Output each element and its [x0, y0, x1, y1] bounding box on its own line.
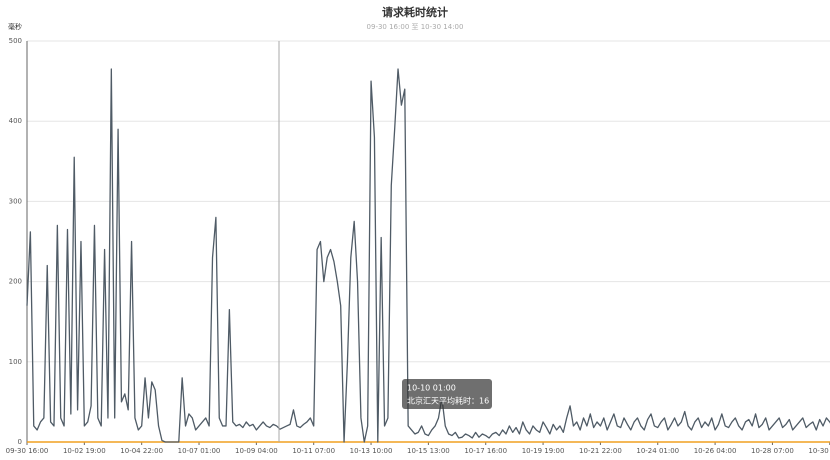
x-tick-label: 10-21 22:00: [579, 447, 622, 455]
x-tick-label: 10-11 07:00: [292, 447, 335, 455]
y-axis-label: 毫秒: [8, 22, 22, 31]
y-tick-label: 500: [9, 37, 22, 45]
tooltip-title: 10-10 01:00: [407, 384, 456, 393]
x-tick-label: 09-30 16:00: [6, 447, 49, 455]
x-tick-label: 10-30 10:00: [808, 447, 830, 455]
tooltip: 10-10 01:00 北京汇天平均耗时：16: [402, 379, 492, 409]
y-tick-label: 400: [9, 117, 22, 125]
x-tick-label: 10-07 01:00: [178, 447, 221, 455]
x-tick-label: 10-24 01:00: [636, 447, 679, 455]
plot: 0 100 200 300 400 500 09-30 16:00 10-02 19:00 10…: [6, 37, 830, 455]
x-tick-label: 10-04 22:00: [120, 447, 163, 455]
x-tick-label: 10-17 16:00: [464, 447, 507, 455]
x-tick-label: 10-09 04:00: [235, 447, 278, 455]
x-tick-label: 10-28 07:00: [751, 447, 794, 455]
x-tick-label: 10-02 19:00: [63, 447, 106, 455]
tooltip-text: 北京汇天平均耗时：16: [407, 396, 489, 406]
x-tick-label: 10-13 10:00: [350, 447, 393, 455]
y-tick-label: 200: [9, 278, 22, 286]
x-tick-label: 10-26 04:00: [694, 447, 737, 455]
chart-title: 请求耗时统计: [382, 5, 448, 19]
y-tick-label: 0: [18, 438, 22, 446]
x-tick-label: 10-19 19:00: [522, 447, 565, 455]
y-tick-label: 100: [9, 358, 22, 366]
series-line: [26, 68, 830, 443]
y-tick-label: 300: [9, 197, 22, 205]
chart-subtitle: 09-30 16:00 至 10-30 14:00: [367, 23, 464, 31]
tooltip-box: [402, 379, 492, 409]
x-tick-label: 10-15 13:00: [407, 447, 450, 455]
